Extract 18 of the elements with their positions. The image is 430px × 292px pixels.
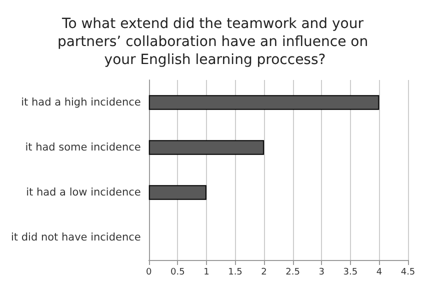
bar	[148, 185, 206, 200]
x-tick-label: 1.5	[228, 268, 242, 278]
y-tick-label: it did not have incidence	[10, 232, 141, 244]
x-tick-label: 2.5	[286, 268, 300, 278]
x-tick-label: 3	[318, 268, 324, 278]
bar	[148, 95, 380, 110]
x-tick-label: 2	[261, 268, 267, 278]
y-tick-label: it had a high incidence	[21, 96, 141, 108]
bar	[148, 140, 264, 155]
chart-title: To what extend did the teamwork and your partners’ collaboration have an influence on your English learning proccess?	[57, 16, 373, 68]
x-tick-label: 4	[376, 268, 382, 278]
x-tick-label: 3.5	[343, 268, 358, 278]
y-tick-label: it had some incidence	[25, 142, 141, 154]
x-tick-label: 1	[204, 268, 210, 278]
x-tick-label: 4.5	[400, 268, 416, 278]
y-tick-label: it had a low incidence	[26, 186, 141, 198]
x-tick-label: 0	[146, 268, 152, 278]
x-tick-label: 0.5	[170, 268, 185, 278]
